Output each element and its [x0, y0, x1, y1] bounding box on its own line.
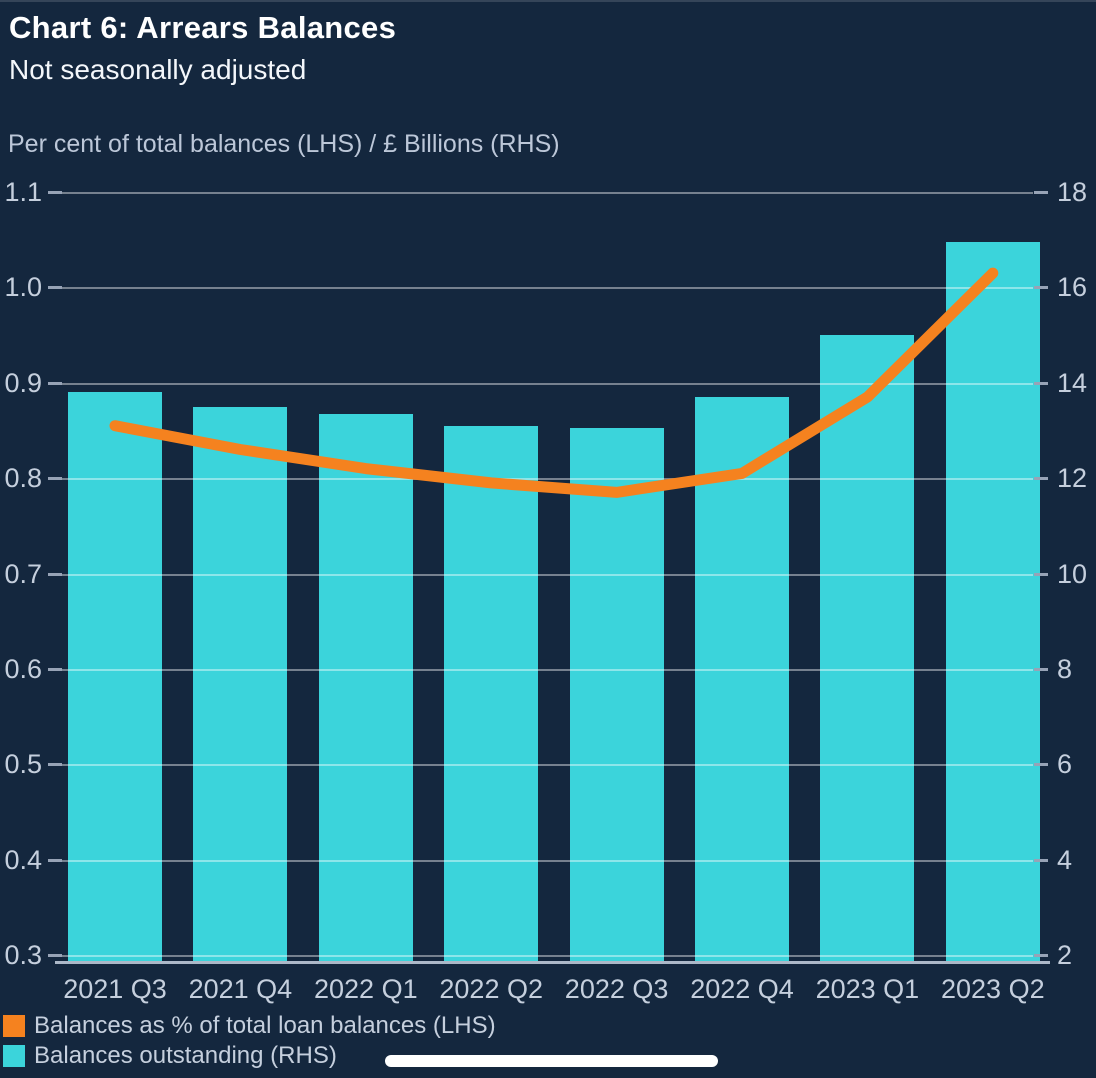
gridline	[55, 764, 1033, 767]
tick-mark	[1034, 191, 1048, 194]
y-axis-label-left: 0.8	[4, 463, 42, 494]
y-axis-label-right: 10	[1057, 558, 1088, 589]
plot-area	[55, 192, 1040, 964]
y-axis-label-left: 0.5	[4, 749, 42, 780]
bar-2022-q2	[444, 425, 539, 964]
chart-subtitle: Not seasonally adjusted	[9, 54, 307, 85]
tick-mark	[48, 763, 62, 767]
horizontal-scrollbar-thumb[interactable]	[385, 1055, 718, 1067]
legend-item-bar: Balances outstanding (RHS)	[3, 1041, 496, 1071]
y-axis-label-right: 4	[1057, 844, 1073, 875]
lhs-line	[109, 267, 999, 498]
tick-mark	[1034, 667, 1048, 671]
y-axis-label-right: 14	[1057, 367, 1088, 398]
chart-title: Chart 6: Arrears Balances	[9, 10, 397, 45]
x-axis-label: 2022 Q2	[439, 974, 543, 1004]
bar-2022-q3	[569, 428, 664, 964]
legend-label-bar: Balances outstanding (RHS)	[34, 1042, 337, 1069]
gridline	[55, 382, 1033, 385]
gridline	[55, 478, 1033, 481]
y-axis-label-right: 8	[1057, 653, 1073, 684]
axis-unit-label: Per cent of total balances (LHS) / £ Bil…	[8, 130, 560, 158]
x-axis-line	[55, 961, 1050, 964]
tick-mark	[48, 954, 62, 957]
x-axis-label: 2021 Q3	[63, 974, 167, 1004]
bar-2022-q1	[318, 413, 413, 964]
y-axis-label-right: 12	[1057, 463, 1088, 494]
tick-mark	[1034, 763, 1048, 767]
bar-2021-q3	[68, 392, 162, 964]
bar-2023-q2	[945, 242, 1040, 964]
legend-swatch-orange	[3, 1015, 25, 1037]
gridline	[55, 573, 1033, 576]
y-axis-label-left: 0.7	[4, 558, 42, 589]
bar-2021-q4	[193, 406, 288, 964]
legend-swatch-cyan	[3, 1045, 25, 1067]
y-axis-label-left: 1.0	[4, 272, 42, 303]
legend: Balances as % of total loan balances (LH…	[3, 1011, 496, 1071]
gridline	[55, 955, 1033, 957]
tick-mark	[1034, 381, 1048, 385]
gridline	[55, 192, 1033, 194]
x-axis-label: 2023 Q1	[815, 974, 920, 1004]
gridline	[55, 287, 1033, 290]
legend-item-line: Balances as % of total loan balances (LH…	[3, 1011, 496, 1041]
bar-2022-q4	[695, 397, 789, 964]
tick-mark	[1034, 477, 1048, 481]
tick-mark	[48, 858, 62, 862]
y-axis-label-left: 0.9	[4, 367, 42, 398]
tick-mark	[48, 381, 62, 385]
y-axis-label-left: 0.6	[4, 653, 42, 684]
tick-mark	[48, 477, 62, 481]
gridline	[55, 859, 1033, 862]
tick-mark	[1034, 858, 1048, 862]
y-axis-label-right: 2	[1057, 940, 1073, 970]
tick-mark	[1034, 954, 1048, 957]
legend-label-line: Balances as % of total loan balances (LH…	[34, 1012, 496, 1039]
tick-mark	[48, 191, 62, 194]
x-axis-label: 2023 Q2	[941, 974, 1045, 1004]
y-axis-label-right: 16	[1057, 272, 1088, 303]
x-axis-label: 2021 Q4	[188, 974, 293, 1004]
x-axis-label: 2022 Q1	[314, 974, 418, 1004]
tick-mark	[48, 667, 62, 671]
y-axis-label-right: 6	[1057, 749, 1073, 780]
tick-mark	[48, 572, 62, 576]
bar-2023-q1	[820, 335, 915, 964]
tick-mark	[1034, 286, 1048, 290]
y-axis-label-right: 18	[1057, 177, 1088, 207]
y-axis-label-left: 0.4	[4, 844, 42, 875]
x-axis-label: 2022 Q4	[690, 974, 794, 1004]
tick-mark	[48, 286, 62, 290]
x-axis-label: 2022 Q3	[564, 974, 669, 1004]
tick-mark	[1034, 572, 1048, 576]
gridline	[55, 668, 1033, 671]
y-axis-label-left: 1.1	[4, 177, 42, 207]
y-axis-label-left: 0.3	[4, 940, 42, 970]
lhs-line-series	[109, 267, 999, 498]
